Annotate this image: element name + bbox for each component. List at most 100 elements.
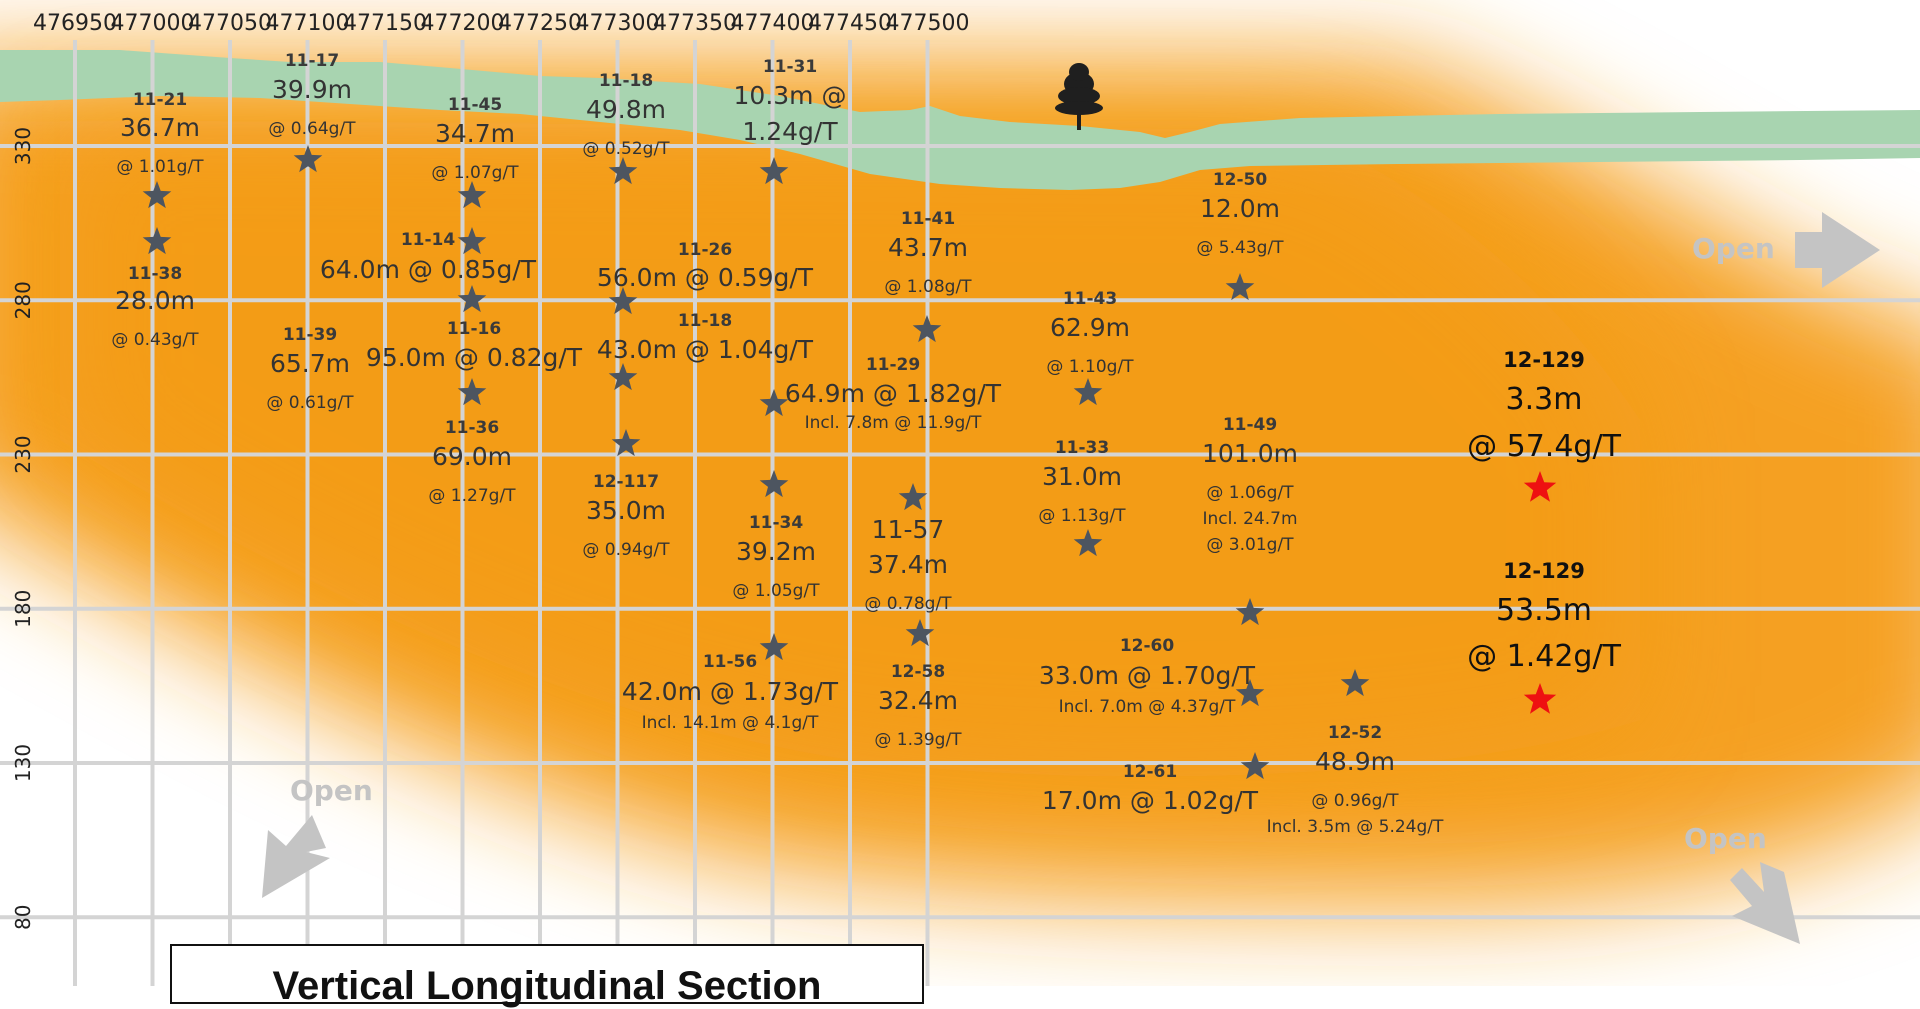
y-axis-labels: 330 280 230 180 130 80 [11,127,35,930]
new-intercept-star-icon [1523,683,1557,714]
tree-icon [1055,63,1103,130]
drill-hole-star-icon [912,315,942,343]
intercept-label: 11-31 10.3m @ 1.24g/T [734,57,847,146]
y-tick-label: 280 [11,281,35,319]
drill-hole-id: 11-29 [866,355,920,375]
drill-hole-star-icon [759,633,789,661]
drill-hole-star-icon [1073,529,1103,557]
open-label-southeast: Open [1684,822,1767,855]
drill-hole-id: 11-16 [447,319,501,339]
overburden-layer [0,50,1920,190]
intercept-label: 11-56 42.0m @ 1.73g/T Incl. 14.1m @ 4.1g/T [622,652,839,733]
intercept-value: @ 0.94g/T [582,540,670,560]
intercept-value: 35.0m [586,496,666,525]
drill-hole-id: 11-17 [285,51,339,71]
drill-hole-star-icon [457,181,487,209]
drill-hole-id: 12-60 [1120,636,1175,656]
drill-hole-star-icon [759,470,789,498]
drill-hole-star-icon [1073,378,1103,406]
open-label-east: Open [1692,232,1775,265]
drill-hole-id: 11-43 [1063,289,1117,309]
intercept-label: 12-60 33.0m @ 1.70g/T Incl. 7.0m @ 4.37g/T [1039,636,1256,717]
intercept-value: Incl. 14.1m @ 4.1g/T [642,713,819,733]
intercept-value: Incl. 24.7m [1202,509,1297,529]
intercept-value: 1.24g/T [742,117,838,146]
drill-hole-id: 12-58 [891,662,945,682]
intercept-value: 49.8m [586,95,666,124]
intercept-label: 11-33 31.0m @ 1.13g/T [1038,438,1126,526]
drill-hole-id: 11-18 [678,311,732,331]
x-tick-label: 477500 [886,11,970,36]
drill-hole-id: 12-50 [1213,170,1268,190]
intercept-value: @ 1.10g/T [1046,357,1134,377]
drill-hole-id: 11-38 [128,264,182,284]
drill-hole-markers [142,145,1557,780]
drill-hole-id: 11-34 [749,513,804,533]
arrow-down-left-icon [262,815,330,898]
x-tick-label: 477000 [111,11,195,36]
intercept-value: 39.2m [736,537,816,566]
intercept-value: 62.9m [1050,313,1130,342]
intercept-value: @ 1.08g/T [884,277,972,297]
open-arrow-east: Open [1692,212,1880,288]
intercept-value: 64.9m @ 1.82g/T [785,379,1002,408]
intercept-value: 10.3m @ [734,81,847,110]
drill-hole-id: 11-21 [133,90,187,110]
x-tick-label: 476950 [33,11,117,36]
drill-hole-star-icon [759,389,789,417]
longitudinal-section-diagram: 476950 477000 477050 477100 477150 477200 4772… [0,11,1920,1008]
drill-hole-id: 11-57 [872,515,945,544]
drill-hole-star-icon [608,157,638,185]
diagram-title: Vertical Longitudinal Section [272,964,822,1008]
intercept-value: 39.9m [272,75,352,104]
drill-hole-id: 11-45 [448,95,502,115]
arrow-right-icon [1795,212,1880,288]
drill-hole-id: 12-61 [1123,762,1177,782]
drill-hole-star-icon [608,287,638,315]
intercept-value: Incl. 7.8m @ 11.9g/T [805,413,982,433]
open-label-southwest: Open [290,774,373,807]
drill-hole-star-icon [1240,752,1270,780]
drill-hole-id: 12-52 [1328,723,1382,743]
drill-hole-id: 11-18 [599,71,653,91]
intercept-value: 65.7m [270,349,350,378]
intercept-value: 101.0m [1202,439,1298,468]
y-tick-label: 130 [11,744,35,782]
y-tick-label: 180 [11,590,35,628]
drill-hole-star-icon [293,145,323,173]
drill-hole-star-icon [457,378,487,406]
x-tick-label: 477450 [808,11,892,36]
drill-hole-id: 12-117 [593,472,659,492]
intercept-value: @ 1.13g/T [1038,506,1126,526]
intercept-value: 53.5m [1496,593,1592,628]
intercept-label: 11-18 49.8m @ 0.52g/T [582,71,670,159]
section-canvas: 4769504770004770504771004771504772004772… [0,11,1920,986]
drill-hole-star-icon [142,181,172,209]
drill-hole-id: 11-26 [678,240,732,260]
drill-hole-star-icon [608,363,638,391]
x-tick-label: 477050 [188,11,272,36]
intercept-label: 12-50 12.0m @ 5.43g/T [1196,170,1284,258]
drill-hole-star-icon [611,429,641,457]
intercept-value: 33.0m @ 1.70g/T [1039,661,1256,690]
intercept-value: @ 57.4g/T [1467,429,1621,464]
intercept-value: Incl. 3.5m @ 5.24g/T [1267,817,1444,837]
drill-hole-id: 11-36 [445,418,499,438]
drill-hole-star-icon [898,483,928,511]
x-tick-label: 477200 [421,11,505,36]
title-box: Vertical Longitudinal Section [170,944,924,1008]
intercept-value: @ 3.01g/T [1206,535,1294,555]
intercept-value: @ 1.01g/T [116,157,204,177]
intercept-label: 11-26 56.0m @ 0.59g/T [597,240,814,292]
open-arrow-southwest: Open [262,774,373,898]
intercept-value: 42.0m @ 1.73g/T [622,677,839,706]
intercept-value: 34.7m [435,119,515,148]
x-tick-label: 477150 [343,11,427,36]
drill-hole-id: 12-129 [1503,559,1585,583]
drill-hole-star-icon [142,227,172,255]
drill-hole-id: 11-41 [901,209,955,229]
drill-hole-star-icon [457,227,487,255]
intercept-label: 12-58 32.4m @ 1.39g/T [874,662,962,750]
intercept-label: 11-18 43.0m @ 1.04g/T [597,311,814,364]
intercept-value: @ 0.52g/T [582,139,670,159]
